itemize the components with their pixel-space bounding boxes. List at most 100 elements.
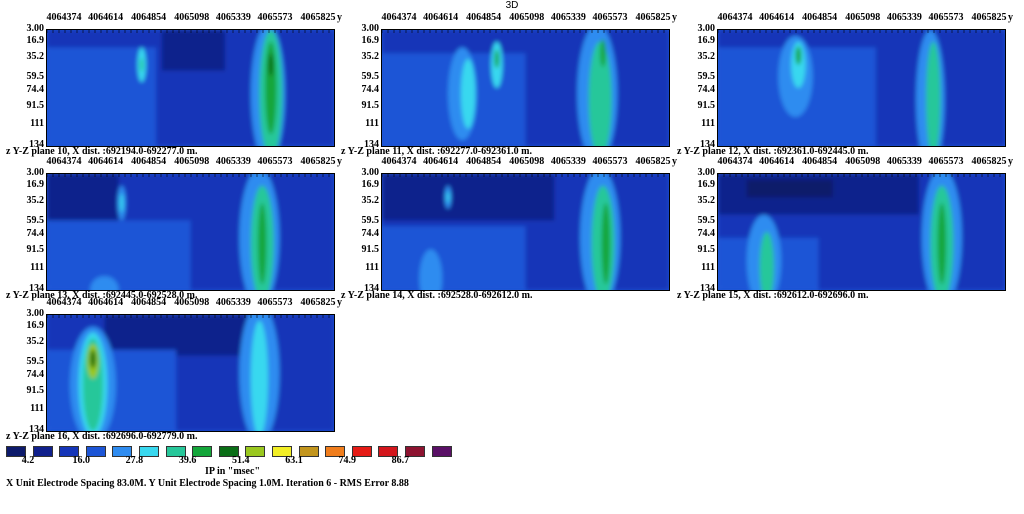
depth-tick-label: 91.5 [361,99,380,111]
y-tick-label: 4065573 [592,156,628,167]
depth-tick-label: 16.9 [697,34,716,46]
y-tick-label: 4064614 [423,12,459,23]
panel-plane-15: 4064374 4064614 4064854 4065098 4065339 40655… [677,156,1013,302]
section-heatmap [46,29,335,147]
depth-tick-label: 16.9 [26,178,45,190]
y-tick-label: 4064614 [423,156,459,167]
ip-contour-region [161,30,225,71]
ip-contour-region [419,249,443,290]
depth-tick-label: 134 [700,139,715,150]
ip-contour-region [460,59,476,129]
section-heatmap [717,173,1006,291]
legend-value: 74.9 [338,455,356,466]
ip-contour-region [47,220,191,290]
y-tick-label: 4065339 [886,12,922,23]
y-tick-label: 4064374 [46,297,82,308]
panel-plane-14: 4064374 4064614 4064854 4065098 4065339 40655… [341,156,677,301]
legend-value: 86.7 [391,455,410,466]
y-tick-label: 4065339 [215,12,251,23]
y-tick-label: 4065825 [300,297,336,308]
legend-swatch [325,446,346,457]
depth-tick-label: 16.9 [361,178,380,190]
ip-contour-region [265,41,277,135]
panel-caption-text: Y-Z plane 16, X dist. :692696.0-692779.0… [12,431,198,442]
y-tick-label: 4064374 [46,12,82,23]
section-heatmap [717,29,1006,147]
y-tick-label: 4064614 [88,12,124,23]
depth-tick-label: 59.5 [697,70,716,82]
panel-caption: z Y-Z plane 16, X dist. :692696.0-692779… [6,431,198,443]
legend-swatch [85,446,106,457]
y-tick-label: 4064374 [717,156,753,167]
depth-tick-label: 59.5 [697,214,716,226]
y-tick-label: 4065098 [845,156,881,167]
depth-tick-label: 91.5 [26,243,45,255]
legend-swatch [32,446,53,457]
depth-tick-label: 91.5 [361,243,380,255]
depth-tick-label: 35.2 [26,335,45,347]
depth-tick-label: 91.5 [26,99,45,111]
panel-caption: z Y-Z plane 10, X dist. :692194.0-692277… [6,146,198,158]
depth-axis-label: z [6,290,13,301]
y-tick-label: 4065825 [300,12,336,23]
ip-contour-region [104,315,263,356]
legend-title: IP in "msec" [205,466,260,477]
panel-plane-13: 4064374 4064614 4064854 4065098 4065339 40655… [6,156,342,302]
panel-plane-12: 4064374 4064614 4064854 4065098 4065339 40655… [677,12,1013,157]
depth-tick-label: 134 [29,283,44,294]
depth-tick-label: 3.00 [26,23,45,34]
y-tick-label: 4065573 [257,12,293,23]
y-tick-label: 4064854 [131,297,167,308]
ip-contour-region [382,226,526,290]
ip-contour-region [257,203,267,285]
depth-tick-label: 16.9 [26,319,45,331]
depth-tick-label: 3.00 [697,23,716,34]
panel-caption: z Y-Z plane 15, X dist. :692612.0-692696… [677,290,869,302]
legend-swatch [298,446,319,457]
y-tick-label: 4065098 [509,12,545,23]
ip-contour-region [382,174,555,221]
y-tick-label: 4065573 [592,12,628,23]
depth-tick-label: 59.5 [26,70,45,82]
depth-tick-label: 3.00 [697,167,716,178]
y-axis-label: y [672,12,677,23]
ip-contour-region [759,232,774,290]
depth-tick-label: 16.9 [26,34,45,46]
depth-tick-label: 74.4 [697,84,716,96]
y-tick-label: 4064854 [466,156,502,167]
depth-tick-label: 3.00 [26,167,45,178]
legend-swatch [218,446,239,457]
depth-tick-label: 35.2 [697,194,716,206]
y-axis-label: y [1008,12,1013,23]
y-axis-label: y [672,156,677,167]
y-tick-label: 4065339 [215,297,251,308]
depth-tick-label: 111 [30,403,44,415]
legend-swatch [431,446,452,457]
depth-tick-label: 74.4 [26,84,45,96]
y-tick-label: 4065098 [174,297,210,308]
depth-tick-label: 134 [364,283,379,294]
depth-axis-label: z [677,290,684,301]
depth-tick-label: 74.4 [361,228,380,240]
legend-value: 51.4 [232,455,250,466]
depth-tick-label: 35.2 [697,50,716,62]
depth-tick-label: 111 [365,262,379,274]
panel-caption: z Y-Z plane 13, X dist. :692445.0-692528… [6,290,198,302]
ip-contour-region [937,203,947,285]
depth-tick-label: 35.2 [361,50,380,62]
depth-tick-label: 91.5 [697,243,716,255]
legend-swatch [139,446,159,457]
y-tick-label: 4064614 [759,12,795,23]
legend-swatch [165,446,186,457]
legend-swatch [59,446,80,457]
depth-axis-label: z [6,146,13,157]
ip-contour-region [139,57,144,72]
y-axis-label: y [337,12,342,23]
ip-contour-region [446,191,450,203]
ip-contour-region [746,179,833,198]
ip-contour-region [795,46,802,65]
y-tick-label: 4064854 [131,12,167,23]
depth-tick-label: 74.4 [361,84,380,96]
legend-swatch [192,446,213,457]
y-tick-label: 4064614 [88,297,124,308]
